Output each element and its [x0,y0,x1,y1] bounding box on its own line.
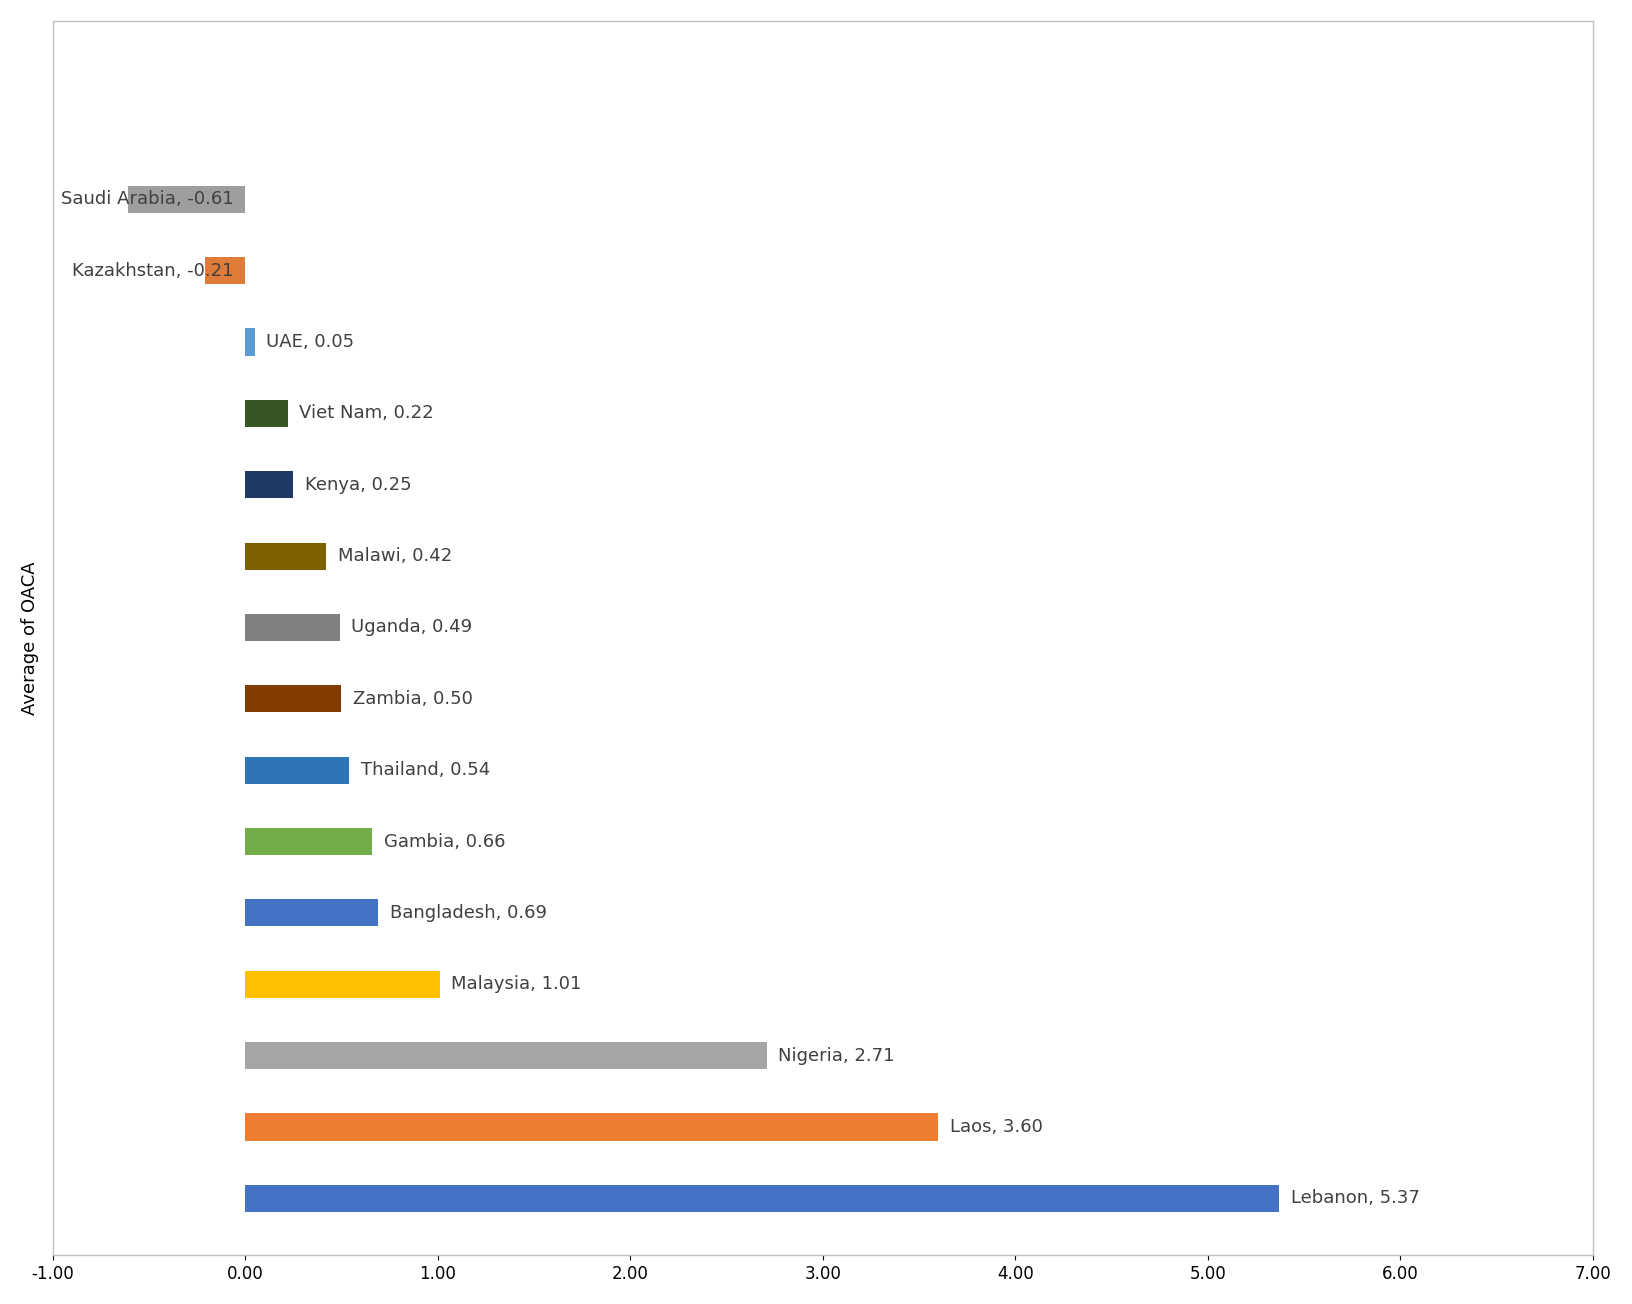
Bar [245,471,294,498]
Text: Viet Nam, 0.22: Viet Nam, 0.22 [299,404,434,422]
Text: Laos, 3.60: Laos, 3.60 [950,1118,1043,1136]
Text: Malawi, 0.42: Malawi, 0.42 [338,548,452,565]
Text: UAE, 0.05: UAE, 0.05 [266,333,354,351]
Bar [245,329,255,356]
Bar [245,756,349,784]
Text: Zambia, 0.50: Zambia, 0.50 [353,690,473,708]
Bar [245,1114,938,1141]
Bar [127,185,245,213]
Bar [245,614,339,642]
Text: Malaysia, 1.01: Malaysia, 1.01 [450,975,581,994]
Bar [245,828,372,855]
Bar [204,257,245,284]
Bar [245,1042,767,1069]
Text: Lebanon, 5.37: Lebanon, 5.37 [1291,1189,1420,1208]
Bar [245,400,287,426]
Text: Uganda, 0.49: Uganda, 0.49 [351,618,472,636]
Bar [245,542,326,570]
Text: Gambia, 0.66: Gambia, 0.66 [384,832,506,850]
Text: Thailand, 0.54: Thailand, 0.54 [361,762,490,780]
Y-axis label: Average of OACA: Average of OACA [21,561,39,715]
Text: Kazakhstan, -0.21: Kazakhstan, -0.21 [72,262,233,279]
Text: Kenya, 0.25: Kenya, 0.25 [305,476,411,494]
Bar [245,970,439,998]
Bar [245,685,341,712]
Bar [245,1185,1279,1211]
Bar [245,900,379,926]
Text: Saudi Arabia, -0.61: Saudi Arabia, -0.61 [60,190,233,209]
Text: Bangladesh, 0.69: Bangladesh, 0.69 [390,904,547,922]
Text: Nigeria, 2.71: Nigeria, 2.71 [778,1047,894,1064]
